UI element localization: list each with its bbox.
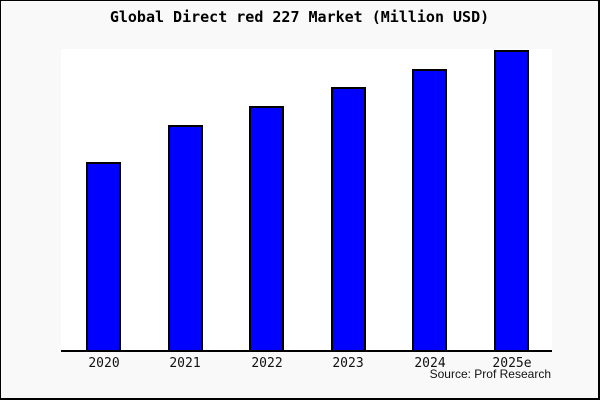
bar-2024	[412, 69, 447, 350]
bar-2021	[168, 125, 203, 350]
bar-2023	[331, 87, 366, 350]
x-tick-label-2024: 2024	[414, 356, 446, 371]
x-tick-label-2023: 2023	[332, 356, 364, 371]
source-note: Source: Prof Research	[429, 367, 551, 381]
x-tick-label-2022: 2022	[251, 356, 283, 371]
plot-area	[61, 49, 552, 350]
chart-title: Global Direct red 227 Market (Million US…	[109, 8, 490, 26]
x-tick-label-2020: 2020	[88, 356, 120, 371]
bar-2025e	[494, 50, 529, 350]
x-tick-label-2025e: 2025e	[492, 356, 532, 371]
bar-2022	[249, 106, 284, 350]
bar-2020	[86, 162, 121, 350]
x-tick-label-2021: 2021	[169, 356, 201, 371]
x-axis-line	[61, 350, 552, 352]
